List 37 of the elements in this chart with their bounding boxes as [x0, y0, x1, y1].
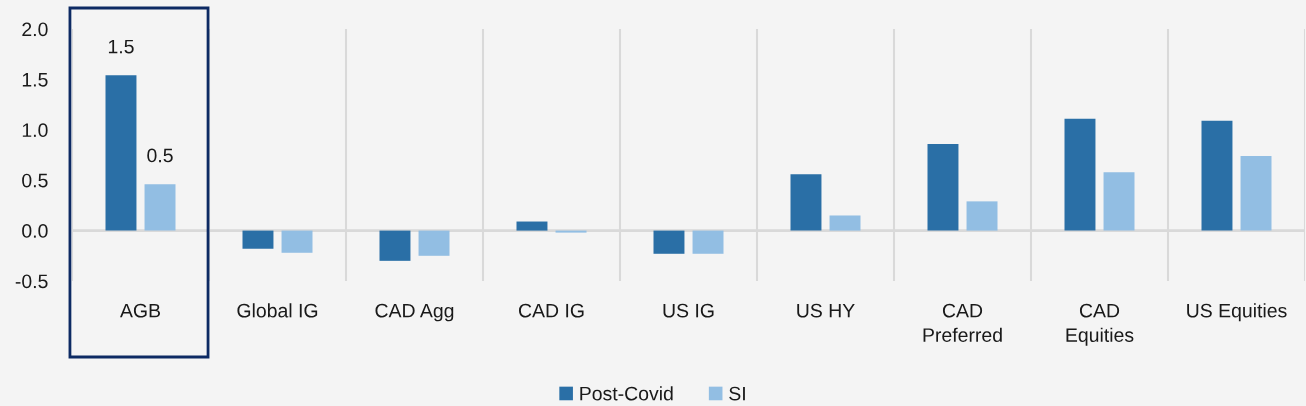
y-tick-label: 0.5	[22, 173, 48, 188]
bar	[1240, 156, 1272, 231]
x-tick-label: CAD Preferred	[923, 303, 1002, 342]
bar	[790, 174, 822, 231]
x-tick-label: CAD Equities	[1066, 303, 1134, 346]
data-label: 0.5	[147, 148, 173, 163]
bar	[242, 230, 274, 249]
x-tick-label: US Equities	[1187, 303, 1287, 322]
data-label: 1.5	[108, 39, 134, 54]
x-tick-label: CAD IG	[519, 303, 584, 318]
bar	[692, 230, 724, 254]
bar	[1201, 120, 1233, 231]
bar	[1103, 172, 1135, 231]
y-tick-label: 1.5	[22, 73, 48, 87]
bar	[653, 230, 685, 254]
y-tick-label: 1.0	[22, 123, 48, 138]
x-tick-label: CAD Agg	[375, 303, 454, 322]
y-tick-label: -0.5	[15, 274, 48, 289]
y-tick-label: 0.0	[22, 224, 48, 238]
bar	[379, 230, 411, 261]
legend-label: SI	[729, 386, 745, 401]
x-tick-label: US IG	[663, 303, 714, 318]
bar	[281, 230, 313, 253]
bar	[829, 215, 861, 231]
x-tick-label: US HY	[797, 303, 855, 318]
bar	[105, 75, 137, 231]
x-tick-label: Global IG	[237, 303, 318, 318]
bar	[966, 201, 998, 231]
bar	[418, 230, 450, 256]
x-tick-label: AGB	[120, 303, 160, 318]
bar	[555, 230, 587, 233]
legend-label: Post-Covid	[580, 386, 673, 401]
bar	[516, 221, 548, 231]
bar	[927, 143, 959, 231]
y-tick-label: 2.0	[22, 22, 48, 37]
bar	[1064, 118, 1096, 231]
bar	[144, 184, 176, 231]
